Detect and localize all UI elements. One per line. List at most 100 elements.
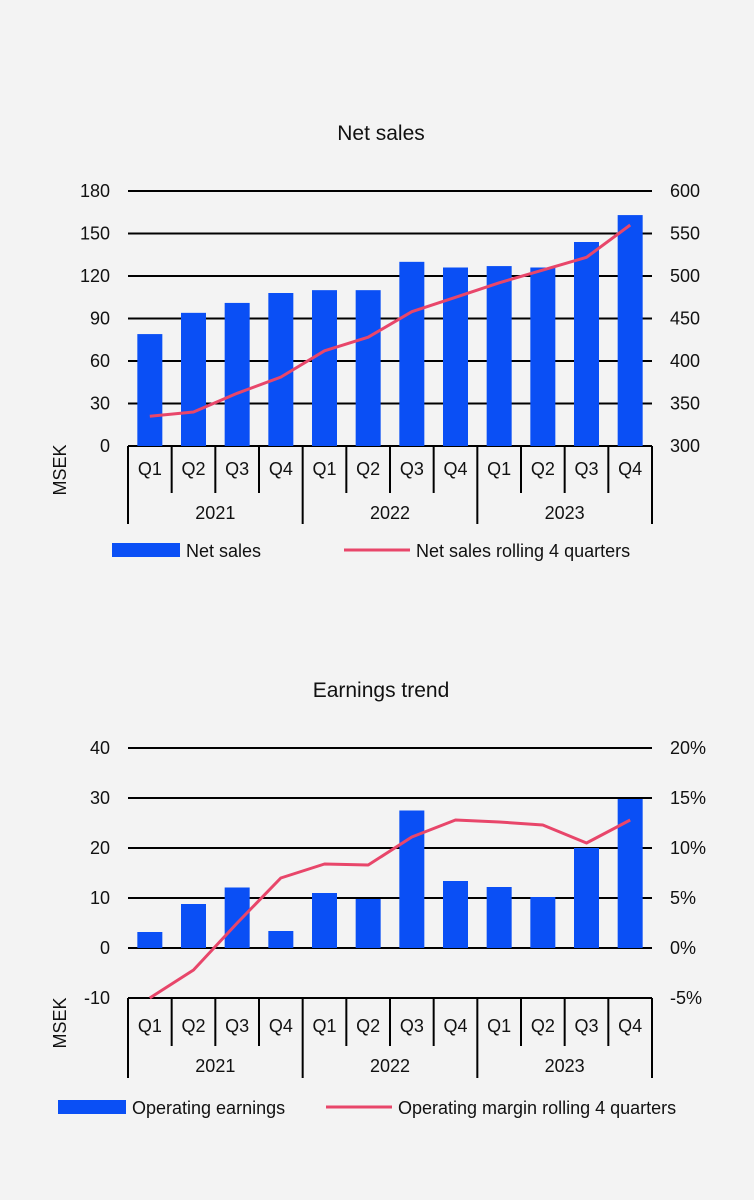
rolling-line	[149, 223, 632, 418]
legend-label-operating-earnings: Operating earnings	[132, 1098, 285, 1118]
bar	[617, 215, 643, 446]
x-tick-label: Q3	[400, 1016, 424, 1036]
bar	[312, 290, 337, 446]
bar	[268, 931, 294, 948]
y-tick-label: 180	[80, 181, 110, 201]
net-sales-bars	[137, 215, 643, 446]
y-tick-label: 20	[90, 838, 110, 858]
y2-tick-label: 5%	[670, 888, 696, 908]
x-tick-label: Q2	[181, 1016, 205, 1036]
earnings-legend: Operating earnings Operating margin roll…	[58, 1098, 676, 1118]
earnings-trend-chart: Earnings trend 40 30 20 10 0 -10 20% 15% 10% 5% 0…	[50, 679, 706, 1118]
x-tick-label: Q4	[269, 1016, 293, 1036]
y2-tick-label: 10%	[670, 838, 706, 858]
bar	[137, 334, 163, 446]
y2-tick-label: 500	[670, 266, 700, 286]
y-tick-label: -10	[84, 988, 110, 1008]
y2-tick-label: 450	[670, 309, 700, 329]
x-tick-label: Q3	[225, 1016, 249, 1036]
earnings-y-axis-label: MSEK	[50, 997, 70, 1048]
bar	[355, 899, 381, 948]
x-tick-label: Q3	[574, 1016, 598, 1036]
x-tick-label: Q1	[138, 1016, 162, 1036]
legend-label-operating-margin: Operating margin rolling 4 quarters	[398, 1098, 676, 1118]
net-sales-legend: Net sales Net sales rolling 4 quarters	[112, 541, 630, 561]
legend-label-net-sales-rolling: Net sales rolling 4 quarters	[416, 541, 630, 561]
earnings-bars	[137, 799, 643, 948]
earnings-category-axis: Q1 Q2 Q3 Q4 Q1 Q2 Q3 Q4 Q1 Q2 Q3 Q4 2021 2022 2023	[127, 998, 653, 1078]
rolling-line	[148, 818, 631, 1000]
bar	[443, 881, 468, 948]
year-label: 2023	[545, 503, 585, 523]
bar	[312, 893, 337, 948]
earnings-margin-line	[148, 818, 631, 1000]
legend-swatch-operating-earnings	[58, 1100, 126, 1114]
y-tick-label: 60	[90, 351, 110, 371]
x-tick-label: Q2	[181, 459, 205, 479]
y-tick-label: 150	[80, 224, 110, 244]
earnings-left-axis: 40 30 20 10 0 -10	[84, 738, 110, 1008]
year-label: 2022	[370, 1056, 410, 1076]
y-tick-label: 40	[90, 738, 110, 758]
earnings-right-axis: 20% 15% 10% 5% 0% -5%	[670, 738, 706, 1008]
bar	[399, 261, 425, 446]
y-tick-label: 30	[90, 394, 110, 414]
bar	[530, 267, 556, 446]
earnings-gridlines	[128, 747, 652, 999]
year-label: 2021	[195, 503, 235, 523]
x-tick-label: Q4	[618, 1016, 642, 1036]
x-tick-label: Q2	[531, 459, 555, 479]
bar	[574, 848, 599, 948]
y2-tick-label: 600	[670, 181, 700, 201]
bar	[399, 810, 425, 948]
net-sales-right-axis: 600 550 500 450 400 350 300	[670, 181, 700, 456]
y2-tick-label: 300	[670, 436, 700, 456]
x-tick-label: Q2	[356, 1016, 380, 1036]
y2-tick-label: 350	[670, 394, 700, 414]
bar	[486, 266, 512, 446]
net-sales-rolling-line	[149, 223, 632, 418]
bar	[355, 290, 381, 446]
bar	[574, 242, 599, 446]
y-tick-label: 0	[100, 938, 110, 958]
net-sales-chart-title: Net sales	[337, 122, 425, 145]
x-tick-label: Q1	[312, 1016, 336, 1036]
y-tick-label: 120	[80, 266, 110, 286]
x-tick-label: Q4	[443, 1016, 467, 1036]
year-label: 2023	[545, 1056, 585, 1076]
x-tick-label: Q3	[400, 459, 424, 479]
legend-swatch-net-sales	[112, 543, 180, 557]
bar	[137, 932, 163, 948]
x-tick-label: Q4	[269, 459, 293, 479]
year-label: 2021	[195, 1056, 235, 1076]
x-tick-label: Q1	[312, 459, 336, 479]
x-tick-label: Q2	[356, 459, 380, 479]
bar	[486, 887, 512, 948]
y-tick-label: 10	[90, 888, 110, 908]
year-label: 2022	[370, 503, 410, 523]
bar	[181, 312, 206, 446]
bar	[530, 897, 556, 948]
legend-label-net-sales: Net sales	[186, 541, 261, 561]
x-tick-label: Q1	[138, 459, 162, 479]
x-tick-label: Q1	[487, 459, 511, 479]
y2-tick-label: 20%	[670, 738, 706, 758]
earnings-trend-chart-title: Earnings trend	[313, 679, 450, 702]
bar	[224, 302, 250, 446]
y-tick-label: 0	[100, 436, 110, 456]
bar	[224, 887, 250, 948]
bar	[268, 293, 294, 446]
y-tick-label: 30	[90, 788, 110, 808]
y2-tick-label: 400	[670, 351, 700, 371]
y2-tick-label: -5%	[670, 988, 702, 1008]
y2-tick-label: 0%	[670, 938, 696, 958]
y2-tick-label: 550	[670, 224, 700, 244]
bar	[181, 904, 206, 948]
y-tick-label: 90	[90, 309, 110, 329]
x-tick-label: Q2	[531, 1016, 555, 1036]
x-tick-label: Q3	[574, 459, 598, 479]
y2-tick-label: 15%	[670, 788, 706, 808]
net-sales-left-axis: 180 150 120 90 60 30 0	[80, 181, 110, 456]
